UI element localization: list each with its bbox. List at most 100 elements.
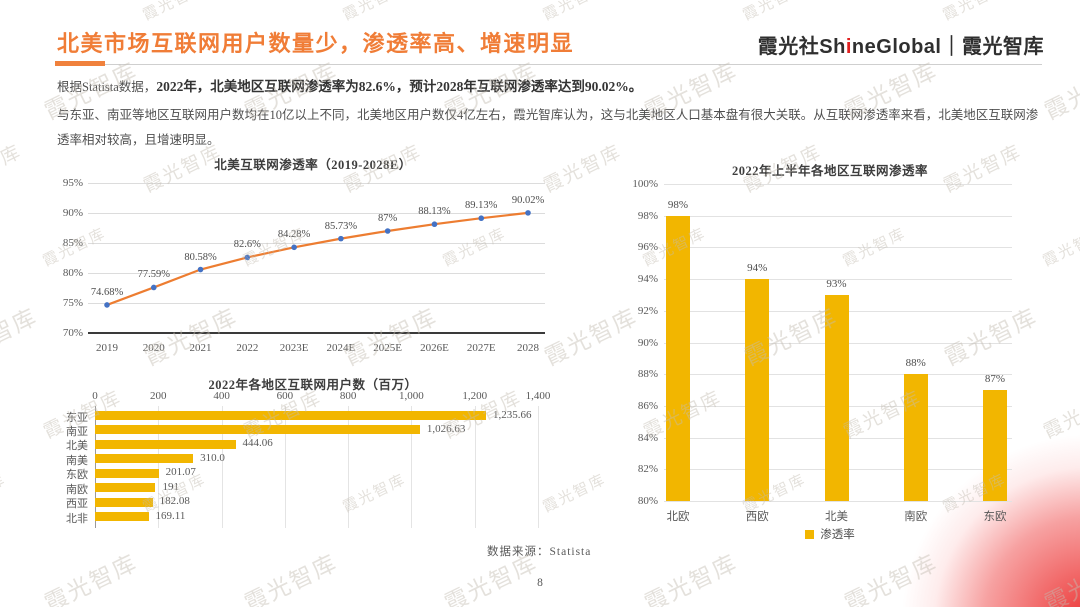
hbar-chart-gridline bbox=[284, 406, 286, 528]
hbar-value-label: 201.07 bbox=[165, 466, 196, 479]
data-point-marker bbox=[150, 284, 157, 291]
hbar-chart-xtick-label: 1,000 bbox=[399, 390, 424, 402]
line-chart-xtick-label: 2021 bbox=[189, 342, 212, 354]
line-chart-xtick-label: 2023E bbox=[279, 342, 309, 354]
vbar-bar bbox=[666, 215, 690, 501]
line-chart-data-label: 85.73% bbox=[324, 220, 358, 232]
brand-logo-accent-letter: i bbox=[845, 36, 852, 58]
hbar-bar bbox=[95, 512, 149, 522]
hbar-category-label: 南欧 bbox=[66, 483, 88, 496]
vbar-value-label: 88% bbox=[905, 357, 926, 370]
line-chart-na-penetration: 北美互联网渗透率（2019-2028E） 95% 90% 85% 80% 75% 70% 2… bbox=[57, 150, 569, 364]
hbar-bar bbox=[95, 497, 153, 507]
line-chart-gridline bbox=[88, 243, 545, 244]
vbar-chart-ytick-label: 98% bbox=[637, 209, 658, 222]
line-chart-gridline bbox=[88, 183, 545, 184]
hbar-value-label: 182.08 bbox=[159, 495, 190, 508]
vbar-category-label: 南欧 bbox=[904, 511, 928, 523]
vbar-chart-gridline bbox=[664, 215, 1012, 217]
hbar-bar bbox=[95, 483, 156, 493]
vbar-chart-legend: 渗透率 bbox=[620, 526, 1040, 542]
data-source-note: 数据来源：Statista bbox=[487, 546, 592, 558]
hbar-chart-xtick-label: 400 bbox=[213, 390, 230, 402]
vbar-chart-gridline bbox=[664, 501, 1012, 502]
vbar-chart-gridline bbox=[664, 247, 1012, 249]
vbar-bar bbox=[745, 279, 770, 501]
vbar-bar bbox=[983, 390, 1007, 501]
hbar-chart-gridline bbox=[411, 406, 413, 528]
vbar-chart-gridline bbox=[664, 279, 1012, 281]
hbar-chart-gridline bbox=[474, 406, 476, 528]
line-chart-ytick-label: 90% bbox=[62, 207, 83, 219]
data-point-marker bbox=[291, 244, 297, 251]
hbar-category-label: 东欧 bbox=[66, 469, 88, 482]
vbar-value-label: 94% bbox=[747, 262, 768, 275]
hbar-chart-users-by-region: 2022年各地区互联网用户数（百万） 0 200 400 600 800 1,000 1,2… bbox=[57, 370, 569, 535]
brand-logo: 霞光社ShineGlobal｜霞光智库 bbox=[758, 30, 1044, 59]
line-chart-data-label: 84.28% bbox=[277, 229, 311, 241]
line-chart-data-label: 89.13% bbox=[465, 200, 498, 212]
hbar-chart-xtick-label: 600 bbox=[276, 390, 294, 402]
data-point-marker bbox=[478, 215, 485, 222]
hbar-bar bbox=[95, 454, 194, 464]
hbar-value-label: 310.0 bbox=[200, 451, 225, 464]
page-title: 北美市场互联网用户数量少，渗透率高、增速明显 bbox=[57, 31, 575, 56]
line-chart-ytick-label: 75% bbox=[62, 297, 83, 309]
intro-paragraph-2: 与东亚、南亚等地区互联网用户数均在10亿以上不同，北美地区用户数仅4亿左右，霞光… bbox=[57, 108, 1039, 147]
hbar-chart-xtick-label: 800 bbox=[339, 390, 357, 402]
data-point-marker bbox=[431, 221, 438, 228]
hbar-bar bbox=[95, 468, 159, 478]
vbar-chart-ytick-label: 92% bbox=[637, 304, 658, 317]
hbar-value-label: 444.06 bbox=[242, 437, 273, 450]
vbar-chart-title: 2022年上半年各地区互联网渗透率 bbox=[731, 164, 928, 178]
header-divider-line bbox=[57, 64, 1042, 65]
line-chart-gridline bbox=[88, 303, 545, 304]
intro-p1-bold: 2022年，北美地区互联网渗透率为82.6%，预计2028年互联网渗透率达到90… bbox=[156, 79, 643, 94]
vbar-chart-ytick-label: 84% bbox=[637, 431, 658, 444]
hbar-chart-xtick-label: 1,400 bbox=[525, 390, 551, 402]
intro-p1-normal: 根据Statista数据， bbox=[57, 80, 157, 94]
vbar-bar bbox=[903, 374, 928, 501]
hbar-bar bbox=[95, 439, 236, 449]
hbar-bar bbox=[95, 411, 486, 420]
hbar-bar bbox=[95, 425, 420, 435]
hbar-chart-xtick-label: 0 bbox=[92, 390, 98, 402]
vbar-chart-ytick-label: 96% bbox=[637, 241, 658, 254]
line-chart-title: 北美互联网渗透率（2019-2028E） bbox=[214, 158, 412, 172]
hbar-category-label: 北非 bbox=[66, 512, 88, 525]
line-chart-data-label: 74.68% bbox=[90, 286, 124, 298]
line-chart-xtick-label: 2028 bbox=[517, 342, 540, 354]
vbar-value-label: 98% bbox=[667, 198, 689, 211]
line-chart-xtick-label: 2024E bbox=[326, 342, 356, 354]
hbar-value-label: 191 bbox=[162, 480, 179, 493]
legend-swatch bbox=[805, 529, 815, 539]
vbar-chart-ytick-label: 86% bbox=[637, 399, 658, 412]
vbar-chart-ytick-label: 80% bbox=[637, 495, 658, 507]
legend-label: 渗透率 bbox=[820, 529, 855, 541]
line-chart-data-label: 87% bbox=[378, 213, 398, 224]
line-chart-ytick-label: 80% bbox=[62, 267, 83, 279]
data-point-marker bbox=[197, 266, 204, 273]
vbar-chart-ytick-label: 90% bbox=[637, 336, 658, 349]
intro-text-block: 根据Statista数据，2022年，北美地区互联网渗透率为82.6%，预计20… bbox=[57, 78, 1049, 153]
hbar-chart-gridline bbox=[158, 406, 160, 528]
brand-logo-part1: 霞光社Sh bbox=[757, 36, 846, 58]
vbar-chart-gridline bbox=[664, 184, 1012, 185]
hbar-chart-xtick-label: 200 bbox=[150, 390, 167, 402]
hbar-chart-title: 2022年各地区互联网用户数（百万） bbox=[208, 378, 418, 392]
line-chart-xtick-label: 2020 bbox=[142, 342, 165, 354]
vbar-chart-ytick-label: 82% bbox=[637, 463, 658, 476]
vbar-value-label: 93% bbox=[826, 277, 847, 290]
hbar-value-label: 1,026.63 bbox=[426, 422, 466, 435]
vbar-bar bbox=[824, 294, 849, 501]
line-chart-gridline bbox=[88, 213, 545, 214]
hbar-value-label: 1,235.66 bbox=[492, 408, 532, 421]
hbar-category-label: 东亚 bbox=[66, 411, 88, 424]
hbar-chart-gridline bbox=[348, 406, 350, 528]
line-chart-xtick-label: 2025E bbox=[373, 342, 403, 354]
vbar-chart-penetration-by-region: 2022年上半年各地区互联网渗透率 渗透率 100% 98% 96% 94% 92% 90… bbox=[620, 152, 1040, 552]
hbar-category-label: 南美 bbox=[66, 454, 88, 467]
vbar-value-label: 87% bbox=[984, 373, 1006, 386]
line-chart-xtick-label: 2019 bbox=[96, 342, 118, 354]
